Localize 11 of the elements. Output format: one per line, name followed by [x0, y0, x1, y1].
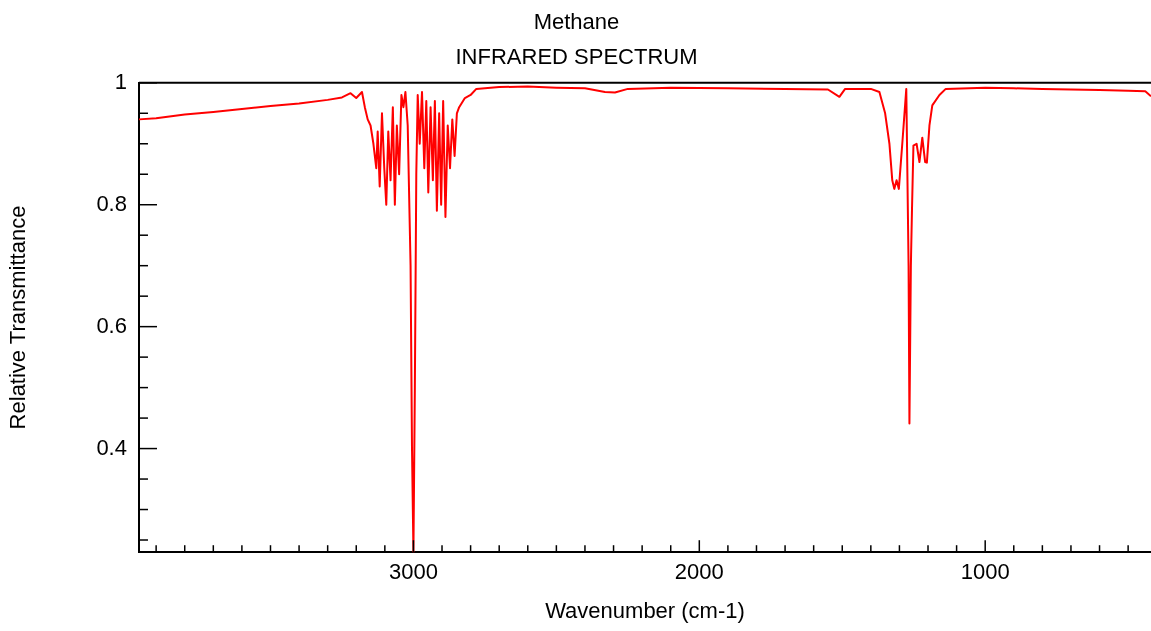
y-tick-label: 1 — [114, 68, 127, 94]
x-tick-label: 3000 — [388, 559, 438, 585]
x-tick-label: 1000 — [960, 559, 1010, 585]
chart-title: Methane — [533, 9, 620, 35]
y-tick-label: 0.8 — [96, 190, 127, 216]
x-axis-title: Wavenumber (cm-1) — [545, 597, 745, 623]
y-axis-title: Relative Transmittance — [5, 205, 31, 430]
y-tick-label: 0.6 — [96, 312, 127, 338]
chart-subtitle: INFRARED SPECTRUM — [455, 43, 698, 69]
y-tick-label: 0.4 — [96, 434, 127, 460]
x-tick-label: 2000 — [674, 559, 724, 585]
